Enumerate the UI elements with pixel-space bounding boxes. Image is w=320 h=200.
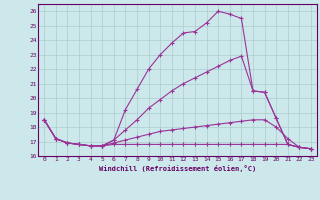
X-axis label: Windchill (Refroidissement éolien,°C): Windchill (Refroidissement éolien,°C) — [99, 165, 256, 172]
